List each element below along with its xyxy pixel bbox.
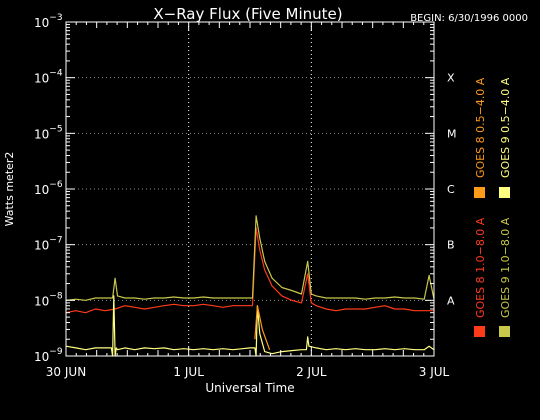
- y-tick-label: 10−6: [34, 180, 63, 197]
- flare-class-label: A: [447, 294, 455, 307]
- x-tick-label: 30 JUN: [46, 365, 86, 379]
- series-line: [65, 215, 435, 301]
- y-tick-label: 10−7: [34, 236, 63, 253]
- x-tick-label: 1 JUL: [173, 365, 204, 379]
- y-axis-label: Watts meter2: [3, 152, 16, 227]
- y-tick-exponent: −4: [49, 69, 63, 79]
- y-tick-exponent: −3: [49, 13, 62, 23]
- series-line: [254, 305, 271, 350]
- legend-swatch: [474, 187, 485, 198]
- y-tick-labels: 10−9 10−8 10−7 10−6 10−5 10−4 10−3: [34, 13, 63, 364]
- y-tick-label: 10−4: [34, 69, 63, 86]
- grid-lines: [66, 22, 434, 356]
- x-tick-label: 2 JUL: [296, 365, 327, 379]
- legend-swatch: [499, 187, 510, 198]
- axis-ticks: [65, 22, 435, 357]
- series-line: [65, 295, 435, 357]
- y-tick-label: 10−9: [34, 347, 63, 364]
- flare-class-label: X: [447, 72, 455, 85]
- begin-date-label: BEGIN: 6/30/1996 0000: [410, 13, 528, 24]
- y-tick-label: 10−5: [34, 124, 63, 141]
- legend: GOES 8 1.0−8.0 A GOES 8 0.5−4.0 A GOES 9 1…: [474, 77, 512, 337]
- flare-class-labels: A B C M X: [447, 72, 457, 308]
- x-tick-labels: 30 JUN 1 JUL 2 JUL 3 JUL: [46, 365, 450, 379]
- y-tick-exponent: −8: [49, 291, 63, 301]
- legend-label: GOES 9 0.5−4.0 A: [499, 77, 512, 178]
- x-tick-label: 3 JUL: [419, 365, 450, 379]
- y-tick-exponent: −6: [49, 180, 63, 190]
- flare-class-label: B: [447, 239, 455, 252]
- x-axis-label: Universal Time: [205, 381, 294, 395]
- chart-title: X−Ray Flux (Five Minute): [153, 5, 342, 23]
- flare-class-label: M: [447, 127, 457, 140]
- series-line: [65, 227, 434, 314]
- y-tick-exponent: −7: [49, 236, 62, 246]
- y-tick-label: 10−3: [34, 13, 63, 30]
- legend-label: GOES 8 0.5−4.0 A: [474, 77, 487, 178]
- legend-swatch: [474, 326, 485, 337]
- legend-label: GOES 9 1.0−8.0 A: [499, 217, 512, 318]
- legend-swatch: [499, 326, 510, 337]
- y-tick-exponent: −9: [49, 347, 63, 357]
- flare-class-label: C: [447, 183, 455, 196]
- series-layer: [65, 215, 435, 357]
- y-tick-label: 10−8: [34, 291, 63, 308]
- legend-label: GOES 8 1.0−8.0 A: [474, 217, 487, 318]
- y-tick-exponent: −5: [49, 124, 62, 134]
